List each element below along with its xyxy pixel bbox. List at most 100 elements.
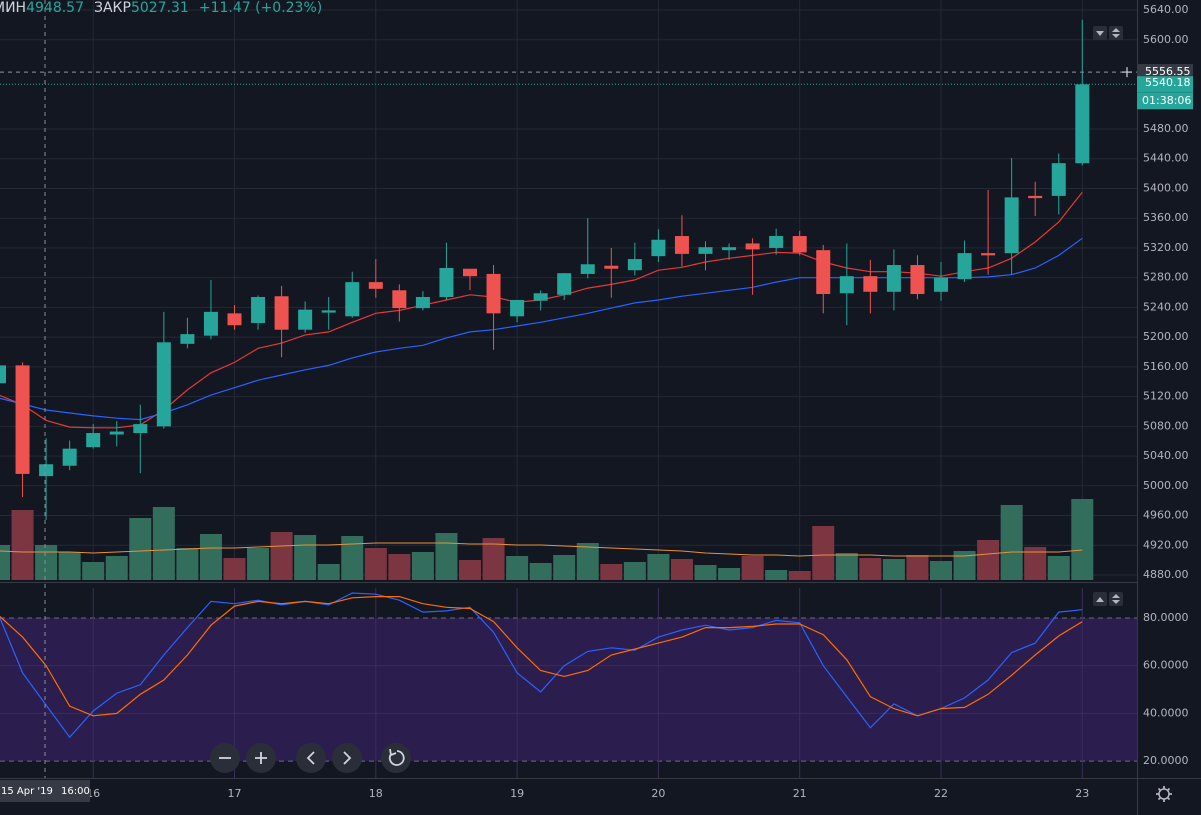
volume-bar <box>930 561 952 580</box>
volume-bar <box>223 558 246 580</box>
candle-body <box>557 273 572 295</box>
candle-body <box>792 236 807 253</box>
candle-body <box>463 268 477 277</box>
volume-bar <box>247 548 270 580</box>
candle-body <box>604 265 619 269</box>
candle-body <box>486 273 501 314</box>
candle-body <box>769 236 784 248</box>
y-tick-label: 20.0000 <box>1143 754 1189 767</box>
volume-bar <box>882 559 905 580</box>
volume-bar <box>576 543 599 580</box>
candle-body <box>816 250 831 295</box>
candle-body <box>580 264 595 274</box>
candle-body <box>839 276 854 294</box>
candle-body <box>745 243 760 250</box>
reset-arrow <box>389 748 397 757</box>
crosshair-plus <box>1122 67 1132 78</box>
volume-bar <box>1071 499 1094 580</box>
volume-bar <box>741 556 764 580</box>
volume-bar <box>647 554 670 580</box>
left-icon <box>306 751 315 765</box>
volume-bar <box>411 552 434 580</box>
candle-body <box>1004 197 1019 254</box>
plus-icon <box>255 752 267 764</box>
x-tick-label: 22 <box>934 787 948 800</box>
candle-body <box>910 265 925 295</box>
volume-bar <box>788 571 811 580</box>
reset-icon <box>388 750 405 766</box>
candle-body <box>15 365 30 474</box>
crosshair-price: 5556.55 <box>1145 65 1191 78</box>
countdown: 01:38:06 <box>1142 94 1191 107</box>
candle-body <box>180 334 195 344</box>
y-tick-label: 5200.00 <box>1143 330 1189 343</box>
maximize-button[interactable] <box>1109 26 1123 40</box>
candle-body <box>298 309 313 330</box>
volume-bar <box>105 556 128 580</box>
pane-buttons[interactable] <box>1093 26 1123 606</box>
legend-label: МИН <box>0 0 26 16</box>
candle-body <box>345 282 360 317</box>
x-tick-label: 17 <box>228 787 242 800</box>
volume-bar <box>835 553 858 580</box>
candle-body <box>674 236 689 254</box>
volume-bar <box>364 548 387 580</box>
candle-body <box>321 310 336 313</box>
stoch-line <box>0 592 1083 739</box>
ohlc-legend: МИН4948.57 ЗАКР5027.31 +11.47 (+0.23%) <box>0 0 322 16</box>
settings-button[interactable] <box>1156 786 1172 802</box>
x-tick-label: 23 <box>1075 787 1089 800</box>
candle-body <box>227 313 242 326</box>
volume-bar <box>129 518 152 580</box>
volume-bar <box>435 533 458 580</box>
candle-body <box>627 259 642 271</box>
candle-body <box>1028 195 1043 199</box>
candle-body <box>981 253 996 256</box>
collapse-icon <box>1096 597 1104 602</box>
volume-bar <box>718 568 741 580</box>
maximize-icon <box>1112 28 1120 38</box>
volume-ma-line <box>0 542 1083 557</box>
candle-body <box>698 247 713 254</box>
y-tick-label: 5320.00 <box>1143 241 1189 254</box>
volume-bar <box>859 558 882 580</box>
y-tick-label: 5600.00 <box>1143 33 1189 46</box>
candle-body <box>109 431 124 435</box>
candle-body <box>251 296 266 324</box>
volume-bar <box>270 532 293 580</box>
volume-bar <box>906 555 929 580</box>
candle-body <box>39 464 54 477</box>
candle-body <box>957 253 972 280</box>
candle-body <box>133 424 148 434</box>
y-tick-label: 4960.00 <box>1143 509 1189 522</box>
stoch-line <box>0 596 1083 717</box>
right-icon <box>343 751 352 765</box>
candle-body <box>863 276 878 292</box>
volume-bar <box>1047 556 1070 580</box>
last-price: 5540.18 <box>1145 76 1191 89</box>
candle-body <box>439 267 454 297</box>
x-tick-label: 18 <box>369 787 383 800</box>
stoch-band <box>0 618 1137 762</box>
maximize-icon <box>1112 594 1120 604</box>
reset-button[interactable] <box>381 743 411 773</box>
candle-body <box>156 342 171 427</box>
crosshair-price-tag <box>1137 64 1193 81</box>
legend-change: +11.47 (+0.23%) <box>199 0 322 16</box>
y-tick-label: 5400.00 <box>1143 181 1189 194</box>
y-tick-label: 5000.00 <box>1143 479 1189 492</box>
candle-body <box>1075 84 1090 164</box>
scroll-left-button[interactable] <box>296 743 326 773</box>
gear-teeth <box>1156 786 1172 802</box>
candle-body <box>722 247 737 251</box>
volume-bar <box>199 534 222 580</box>
crosshair-time-tag <box>0 780 90 802</box>
scroll-right-button[interactable] <box>332 743 362 773</box>
maximize-button[interactable] <box>1109 592 1123 606</box>
volume-bar <box>977 540 1000 580</box>
candle-body <box>1051 163 1066 196</box>
volume-bar <box>953 551 976 580</box>
volume-bar <box>317 564 340 580</box>
y-tick-label: 60.0000 <box>1143 659 1189 672</box>
